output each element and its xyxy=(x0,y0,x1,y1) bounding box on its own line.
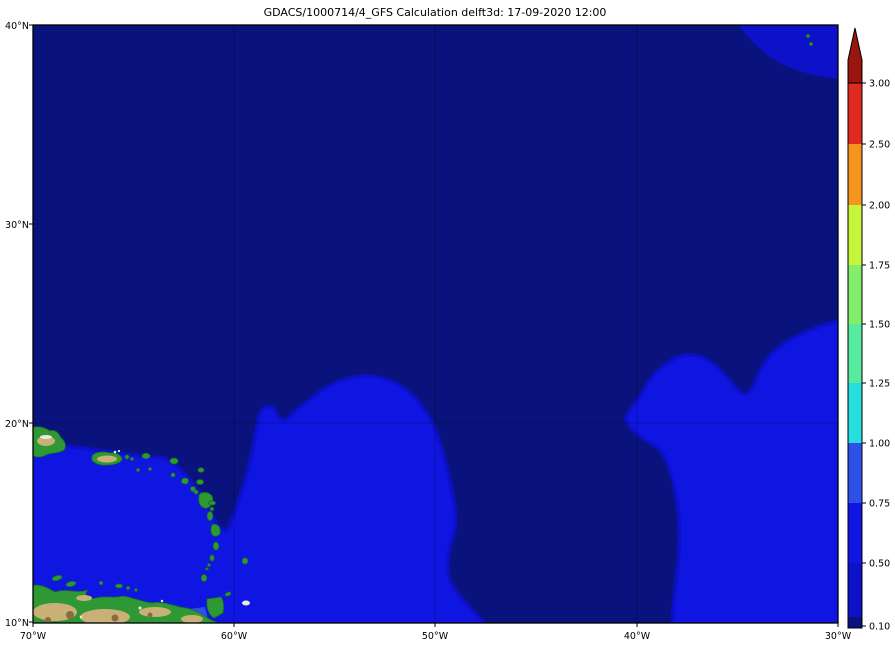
x-tick-label: 60°W xyxy=(221,631,248,642)
y-axis-labels: 40°N 30°N 20°N 10°N xyxy=(5,21,29,629)
island-tobago xyxy=(224,591,232,597)
lesser-antilles-islands xyxy=(169,457,221,582)
field-patch-northeast-corner xyxy=(738,25,838,79)
northeast-islets xyxy=(806,34,814,47)
x-axis-labels: 70°W 60°W 50°W 40°W 30°W xyxy=(20,631,852,642)
terrain-brown-overlay xyxy=(45,611,153,623)
colorbar-label: 2.50 xyxy=(869,140,890,151)
colorbar-label: 2.00 xyxy=(869,201,890,212)
colorbar-label: 1.75 xyxy=(869,261,890,272)
abc-islands xyxy=(51,574,104,587)
x-tick-label: 30°W xyxy=(825,631,852,642)
x-tick-label: 40°W xyxy=(624,631,651,642)
x-tick-label: 50°W xyxy=(422,631,449,642)
graticule-gridlines xyxy=(33,25,838,623)
y-tick-label: 30°N xyxy=(5,220,29,231)
colorbar-ticks xyxy=(862,82,866,627)
colorbar-label: 1.50 xyxy=(869,320,890,331)
landmasses xyxy=(33,34,814,623)
island-trinidad xyxy=(206,596,224,619)
colorbar-outline xyxy=(847,82,863,629)
colorbar-label: 0.75 xyxy=(869,499,890,510)
terrain-tan-overlay xyxy=(33,436,203,623)
colorbar-label: 0.10 xyxy=(869,622,890,633)
colorbar-label: 1.25 xyxy=(869,379,890,390)
y-tick-label: 20°N xyxy=(5,419,29,430)
south-america-coast xyxy=(33,584,220,623)
virgin-islands xyxy=(124,452,152,472)
margarita-islands xyxy=(115,583,138,592)
axis-ticks xyxy=(29,24,839,627)
colorbar-label: 1.00 xyxy=(869,439,890,450)
field-patch-east xyxy=(623,318,838,623)
y-tick-label: 40°N xyxy=(5,21,29,32)
colorbar-over-arrow xyxy=(847,27,863,84)
colorbar-labels: 3.00 2.50 2.00 1.75 1.50 1.25 1.00 0.75 … xyxy=(869,79,890,633)
y-tick-label: 10°N xyxy=(5,618,29,629)
colorbar: 3.00 2.50 2.00 1.75 1.50 1.25 1.00 0.75 … xyxy=(847,27,890,633)
colorbar-label: 3.00 xyxy=(869,79,890,90)
plot-title: GDACS/1000714/4_GFS Calculation delft3d:… xyxy=(264,6,607,19)
map-area xyxy=(33,25,838,623)
terrain-highlights xyxy=(40,435,250,619)
colorbar-label: 0.50 xyxy=(869,559,890,570)
island-barbados xyxy=(241,557,249,565)
x-tick-label: 70°W xyxy=(20,631,47,642)
